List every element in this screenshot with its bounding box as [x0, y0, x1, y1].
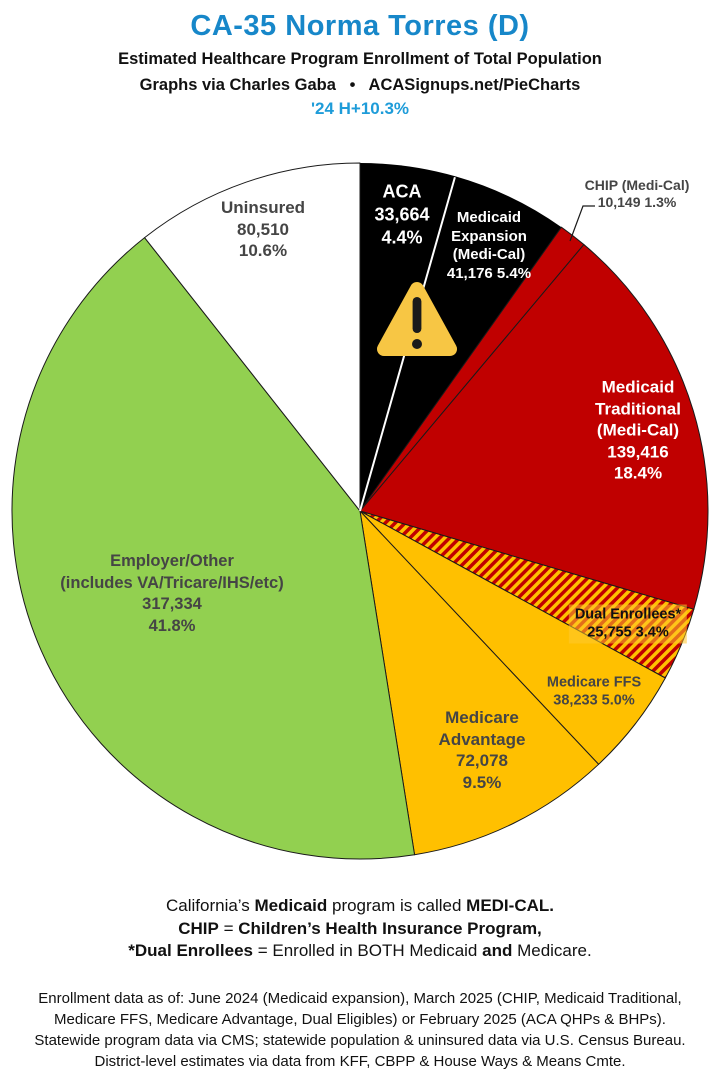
pie-slice-expansion	[360, 176, 562, 511]
pie-label-traditional: Medicaid Traditional (Medi-Cal) 139,416 18.4…	[595, 377, 681, 483]
attribution-line: Graphs via Charles Gaba • ACASignups.net…	[139, 76, 581, 94]
pie-label-dual: Dual Enrollees* 25,755 3.4%	[568, 604, 688, 644]
footnote-line: *Dual Enrollees = Enrolled in BOTH Medic…	[128, 941, 592, 960]
warning-triangle-icon	[377, 282, 457, 356]
subtitle: Estimated Healthcare Program Enrollment …	[118, 50, 602, 68]
pie-label-uninsured: Uninsured 80,510 10.6%	[220, 197, 306, 260]
footnotes: California’s Medicaid program is called …	[0, 895, 720, 963]
source-line: Medicare FFS, Medicare Advantage, Dual E…	[54, 1011, 666, 1028]
chip-leader-line	[569, 205, 595, 242]
pie-label-aca: ACA 33,664 4.4%	[374, 181, 430, 248]
pie-slice-employer	[11, 237, 416, 860]
trend-note: '24 H+10.3%	[310, 99, 410, 118]
pie-label-expansion: Medicaid Expansion (Medi-Cal) 41,176 5.4%	[446, 209, 532, 282]
pie-label-employer: Employer/Other (includes VA/Tricare/IHS/e…	[60, 552, 284, 635]
pie-slice-advantage	[359, 510, 600, 856]
source-line: Statewide program data via CMS; statewid…	[34, 1032, 686, 1049]
pie-slice-traditional	[359, 244, 709, 610]
source-line: District-level estimates via data from K…	[94, 1053, 626, 1070]
pie-label-advantage: Medicare Advantage 72,078 9.5%	[438, 708, 526, 792]
source-notes: Enrollment data as of: June 2024 (Medica…	[0, 988, 720, 1070]
footnote-line: California’s Medicaid program is called …	[166, 896, 554, 915]
pie-label-chip: CHIP (Medi-Cal) 10,149 1.3%	[584, 177, 690, 210]
source-line: Enrollment data as of: June 2024 (Medica…	[38, 990, 682, 1007]
footnote-line: CHIP = Children’s Health Insurance Progr…	[178, 918, 542, 938]
pie-label-ffs: Medicare FFS 38,233 5.0%	[546, 674, 642, 709]
pie-slice-uninsured	[144, 162, 361, 512]
page-title: CA-35 Norma Torres (D)	[190, 10, 530, 42]
